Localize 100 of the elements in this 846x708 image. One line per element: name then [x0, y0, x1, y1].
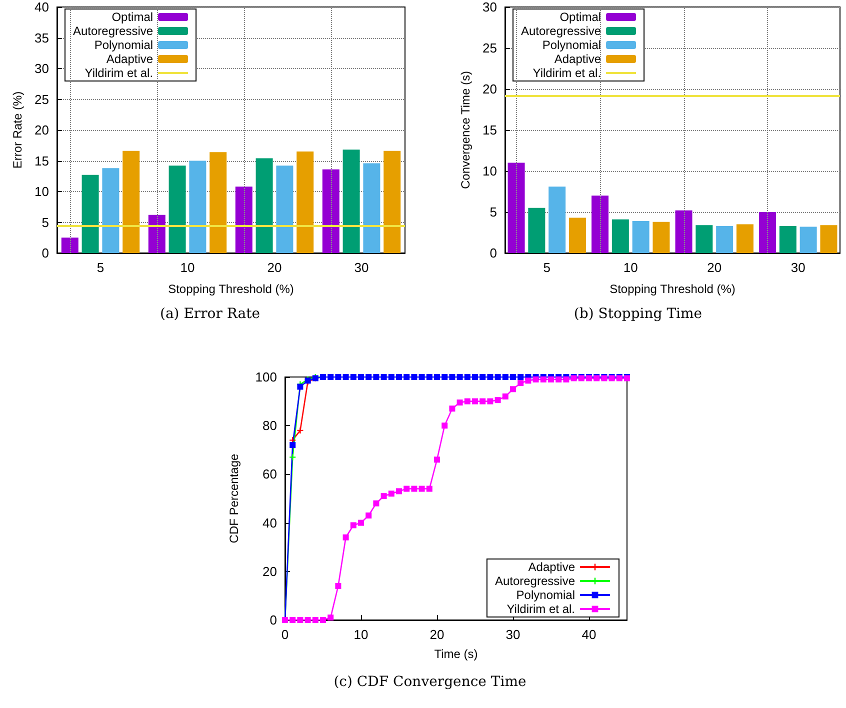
- legend-label: Adaptive: [554, 52, 602, 66]
- point: [373, 500, 380, 506]
- point: [487, 374, 494, 380]
- legend-label: Optimal: [560, 10, 602, 24]
- bar: [779, 226, 796, 253]
- bar: [592, 196, 609, 253]
- bar: [82, 174, 99, 253]
- bar: [632, 221, 650, 253]
- point: [380, 374, 387, 380]
- y-tick-label: 40: [34, 0, 49, 14]
- y-tick-label: 60: [262, 466, 277, 482]
- x-tick-label: 10: [180, 260, 195, 275]
- point: [350, 522, 356, 528]
- y-tick-label: 100: [255, 370, 277, 384]
- point: [434, 456, 440, 463]
- bar: [210, 152, 227, 253]
- point: [328, 614, 334, 621]
- point: [502, 374, 508, 380]
- point: [320, 617, 326, 623]
- point: [297, 384, 304, 390]
- x-tick-label: 0: [281, 627, 289, 642]
- y-tick-label: 30: [34, 61, 49, 76]
- y-tick-label: 5: [490, 204, 497, 220]
- bar: [612, 219, 629, 253]
- x-axis-title: Time (s): [434, 647, 478, 661]
- legend-label: Adaptive: [528, 560, 576, 574]
- point: [418, 486, 425, 492]
- bar: [322, 169, 340, 253]
- bar: [716, 226, 734, 253]
- text: (c) CDF Convergence Time: [334, 674, 526, 690]
- point: [396, 488, 402, 494]
- point: [290, 454, 296, 460]
- point: [350, 374, 356, 380]
- bar: [148, 214, 166, 253]
- point: [297, 427, 304, 434]
- bar: [759, 212, 776, 253]
- x-axis-title: Stopping Threshold (%): [610, 282, 736, 296]
- point: [335, 374, 342, 380]
- bar: [342, 150, 360, 253]
- point: [411, 486, 418, 492]
- point: [366, 512, 372, 519]
- y-tick-label: 35: [34, 30, 49, 46]
- x-tick-label: 10: [354, 627, 368, 642]
- point: [556, 376, 562, 382]
- legend-label: Polynomial: [542, 38, 602, 52]
- legend-label: Yildirim et al.: [506, 602, 575, 616]
- x-tick-label: 5: [96, 260, 104, 275]
- point: [563, 376, 570, 382]
- x-tick-label: 30: [506, 627, 520, 642]
- x-tick-label: 20: [430, 627, 444, 642]
- point: [464, 374, 470, 380]
- bar: [696, 225, 713, 253]
- y-tick-label: 0: [42, 246, 49, 260]
- x-tick-label: 10: [623, 260, 638, 275]
- bar: [568, 218, 586, 253]
- point: [442, 422, 448, 429]
- point: [342, 534, 349, 540]
- point: [494, 397, 501, 404]
- bar: [800, 226, 817, 253]
- bar: [256, 158, 273, 253]
- y-tick-label: 25: [482, 40, 497, 56]
- y-tick-label: 25: [34, 92, 49, 107]
- point: [358, 520, 364, 526]
- bar: [528, 208, 546, 253]
- y-tick-label: 15: [34, 153, 49, 168]
- point: [449, 374, 456, 380]
- point: [548, 376, 554, 382]
- point: [290, 442, 296, 448]
- x-tick-label: 30: [790, 260, 806, 275]
- point: [472, 398, 478, 404]
- point: [404, 374, 410, 380]
- text: (a) Error Rate: [160, 306, 260, 322]
- point: [328, 374, 334, 380]
- bar: [508, 162, 525, 253]
- point: [456, 374, 463, 380]
- point: [388, 374, 394, 380]
- point: [342, 374, 349, 380]
- point: [297, 617, 304, 623]
- point: [532, 376, 539, 382]
- y-tick-label: 5: [42, 214, 49, 230]
- point: [426, 374, 432, 380]
- point: [380, 493, 387, 500]
- bar: [736, 224, 754, 253]
- point: [434, 374, 440, 380]
- y-tick-label: 40: [262, 515, 277, 530]
- y-axis-title: CDF Percentage: [227, 453, 241, 544]
- x-axis-title: Stopping Threshold (%): [168, 282, 294, 296]
- point: [418, 374, 425, 380]
- bar: [820, 225, 838, 253]
- point: [480, 374, 486, 380]
- bar: [102, 168, 120, 253]
- legend-label: Polynomial: [516, 588, 575, 602]
- y-tick-label: 10: [34, 184, 49, 199]
- point: [335, 582, 342, 589]
- y-tick-label: 15: [482, 122, 497, 138]
- bar: [61, 238, 78, 253]
- point: [510, 386, 516, 392]
- text: (b) Stopping Time: [574, 306, 702, 322]
- point: [449, 406, 456, 412]
- point: [304, 617, 311, 623]
